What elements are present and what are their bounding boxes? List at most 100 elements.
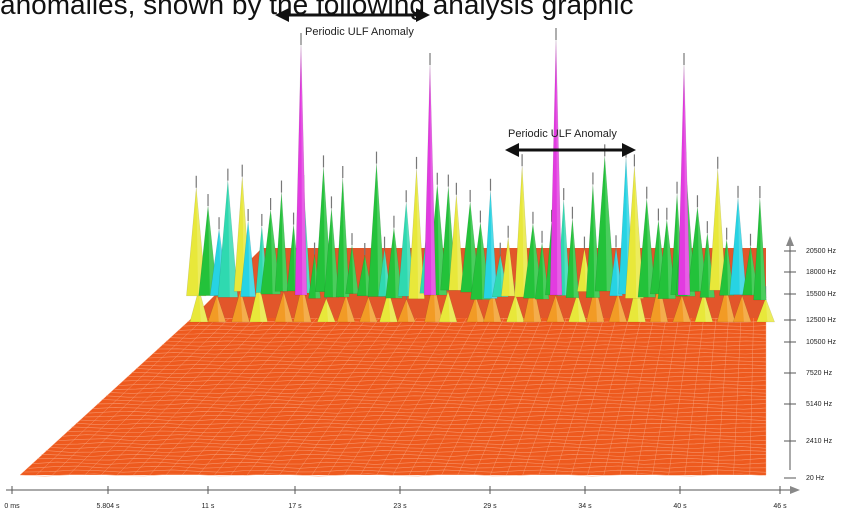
spectral-spike-body [742, 245, 759, 296]
spectral-spike-body [483, 190, 498, 299]
floor-grid-col [571, 317, 617, 476]
anomaly-peak-body [549, 39, 563, 296]
ridge-spike-highlight [703, 291, 713, 322]
ridge-spike-highlight [555, 295, 565, 322]
spectral-spike-body [323, 208, 340, 298]
ridge-spike [397, 286, 416, 323]
spectral-spike [594, 144, 615, 292]
frequency-tick-label: 5140 Hz [806, 401, 833, 408]
ridge-spike-highlight [742, 295, 752, 322]
time-tick-label: 46 s [773, 503, 787, 510]
floor-grid-col [441, 317, 517, 476]
anomaly-annotation: Periodic ULF Anomaly [275, 8, 430, 38]
spectral-spike-highlight [634, 166, 644, 299]
spectral-spike [709, 156, 727, 291]
floor-grid-row [101, 399, 767, 402]
floor-grid-row [24, 469, 767, 473]
anomaly-peak-body [294, 44, 308, 296]
spectral-spike-highlight [437, 184, 447, 296]
spectral-spike-body [594, 156, 615, 292]
ridge-spike-highlight [515, 294, 525, 322]
ridge-spike-highlight [326, 298, 336, 322]
anomaly-peak-body [423, 64, 437, 296]
spectral-spike-body [240, 220, 256, 298]
frequency-tick-label: 10500 Hz [806, 339, 836, 346]
ridge-spike-body [506, 293, 525, 323]
floor-grid-col [133, 317, 280, 476]
frequency-tick-label: 12500 Hz [806, 317, 836, 324]
time-tick-label: 29 s [483, 503, 497, 510]
ridge-spike-body [756, 297, 775, 323]
floor-grid-col [246, 317, 367, 476]
frequency-tick-label: 7520 Hz [806, 370, 833, 377]
annotation-arrow-right [416, 8, 430, 22]
ridge-spike-highlight [577, 293, 587, 322]
floor-grid-col [522, 317, 580, 476]
floor-grid-col [165, 317, 305, 476]
ridge-spike-body [379, 289, 398, 323]
floor-grid-col [376, 317, 467, 476]
ridge-spike-highlight [447, 291, 457, 322]
floor-grid-row [37, 457, 767, 461]
floor-grid-col [587, 317, 629, 476]
floor-grid-row [144, 360, 767, 363]
ridge-spike-body [316, 297, 336, 323]
floor-grid-col [733, 317, 742, 476]
floor-grid-row [161, 344, 767, 347]
anomaly-peak [549, 28, 563, 296]
floor-grid-col [311, 317, 417, 476]
time-tick-label: 0 ms [4, 503, 20, 510]
spectral-spike-highlight [738, 197, 747, 295]
floor-grid-col [279, 317, 392, 476]
ridge-spike-body [466, 295, 485, 323]
ridge-spike [359, 284, 378, 323]
spectral-spike-highlight [750, 245, 759, 296]
floor-grid-row [71, 426, 767, 430]
spectral-spike [335, 165, 350, 298]
spectral-spike-highlight [331, 208, 339, 298]
floor-grid-col [554, 317, 605, 476]
ridge-spike-body [249, 282, 268, 323]
floor-grid-col [149, 317, 293, 476]
anomaly-peak-highlight [556, 40, 562, 295]
ridge-spike-body [627, 281, 646, 323]
ridge-spike-body [585, 284, 605, 323]
ridge-spike-highlight [345, 295, 355, 322]
ridge-spike-body [483, 288, 502, 323]
spectral-spike-body [637, 198, 656, 298]
floor-grid-col [603, 317, 642, 476]
spectral-spike [198, 194, 218, 296]
ridge-spike-highlight [658, 282, 668, 322]
spectral-spike-highlight [646, 198, 656, 298]
spectral-spike-highlight [448, 186, 457, 291]
ridge-spike-highlight [368, 296, 378, 322]
floor-grid-row [41, 453, 767, 457]
floor-grid-col [344, 317, 442, 476]
ridge-spike-highlight [726, 286, 736, 322]
floor-grid-col [636, 317, 667, 476]
ridge-spike-highlight [681, 295, 691, 322]
time-tick-label: 34 s [578, 503, 592, 510]
spectral-spike-body [514, 166, 530, 298]
ridge-spike-body [424, 280, 443, 323]
floor-grid-col [408, 317, 492, 476]
floor-grid-row [118, 383, 767, 386]
ridge-spike-body [336, 294, 356, 323]
spectral-spike-body [709, 168, 727, 291]
spectral-spike-highlight [658, 220, 667, 294]
spectral-spike [514, 154, 530, 298]
spectral-spike-highlight [508, 237, 516, 297]
ridge-spike-body [523, 280, 542, 323]
anomaly-peak-highlight [301, 45, 307, 295]
spectral-spike [274, 180, 289, 292]
spectral-spike-highlight [456, 194, 464, 291]
spectral-spike-highlight [666, 219, 676, 299]
floor-grid-row [157, 348, 767, 351]
floor-grid-col [181, 317, 317, 476]
floor-grid-row [28, 465, 767, 469]
ridge-spike-body [716, 286, 736, 323]
time-tick-label: 11 s [202, 503, 215, 510]
caption-text: anomalies, shown by the following analys… [0, 0, 634, 20]
